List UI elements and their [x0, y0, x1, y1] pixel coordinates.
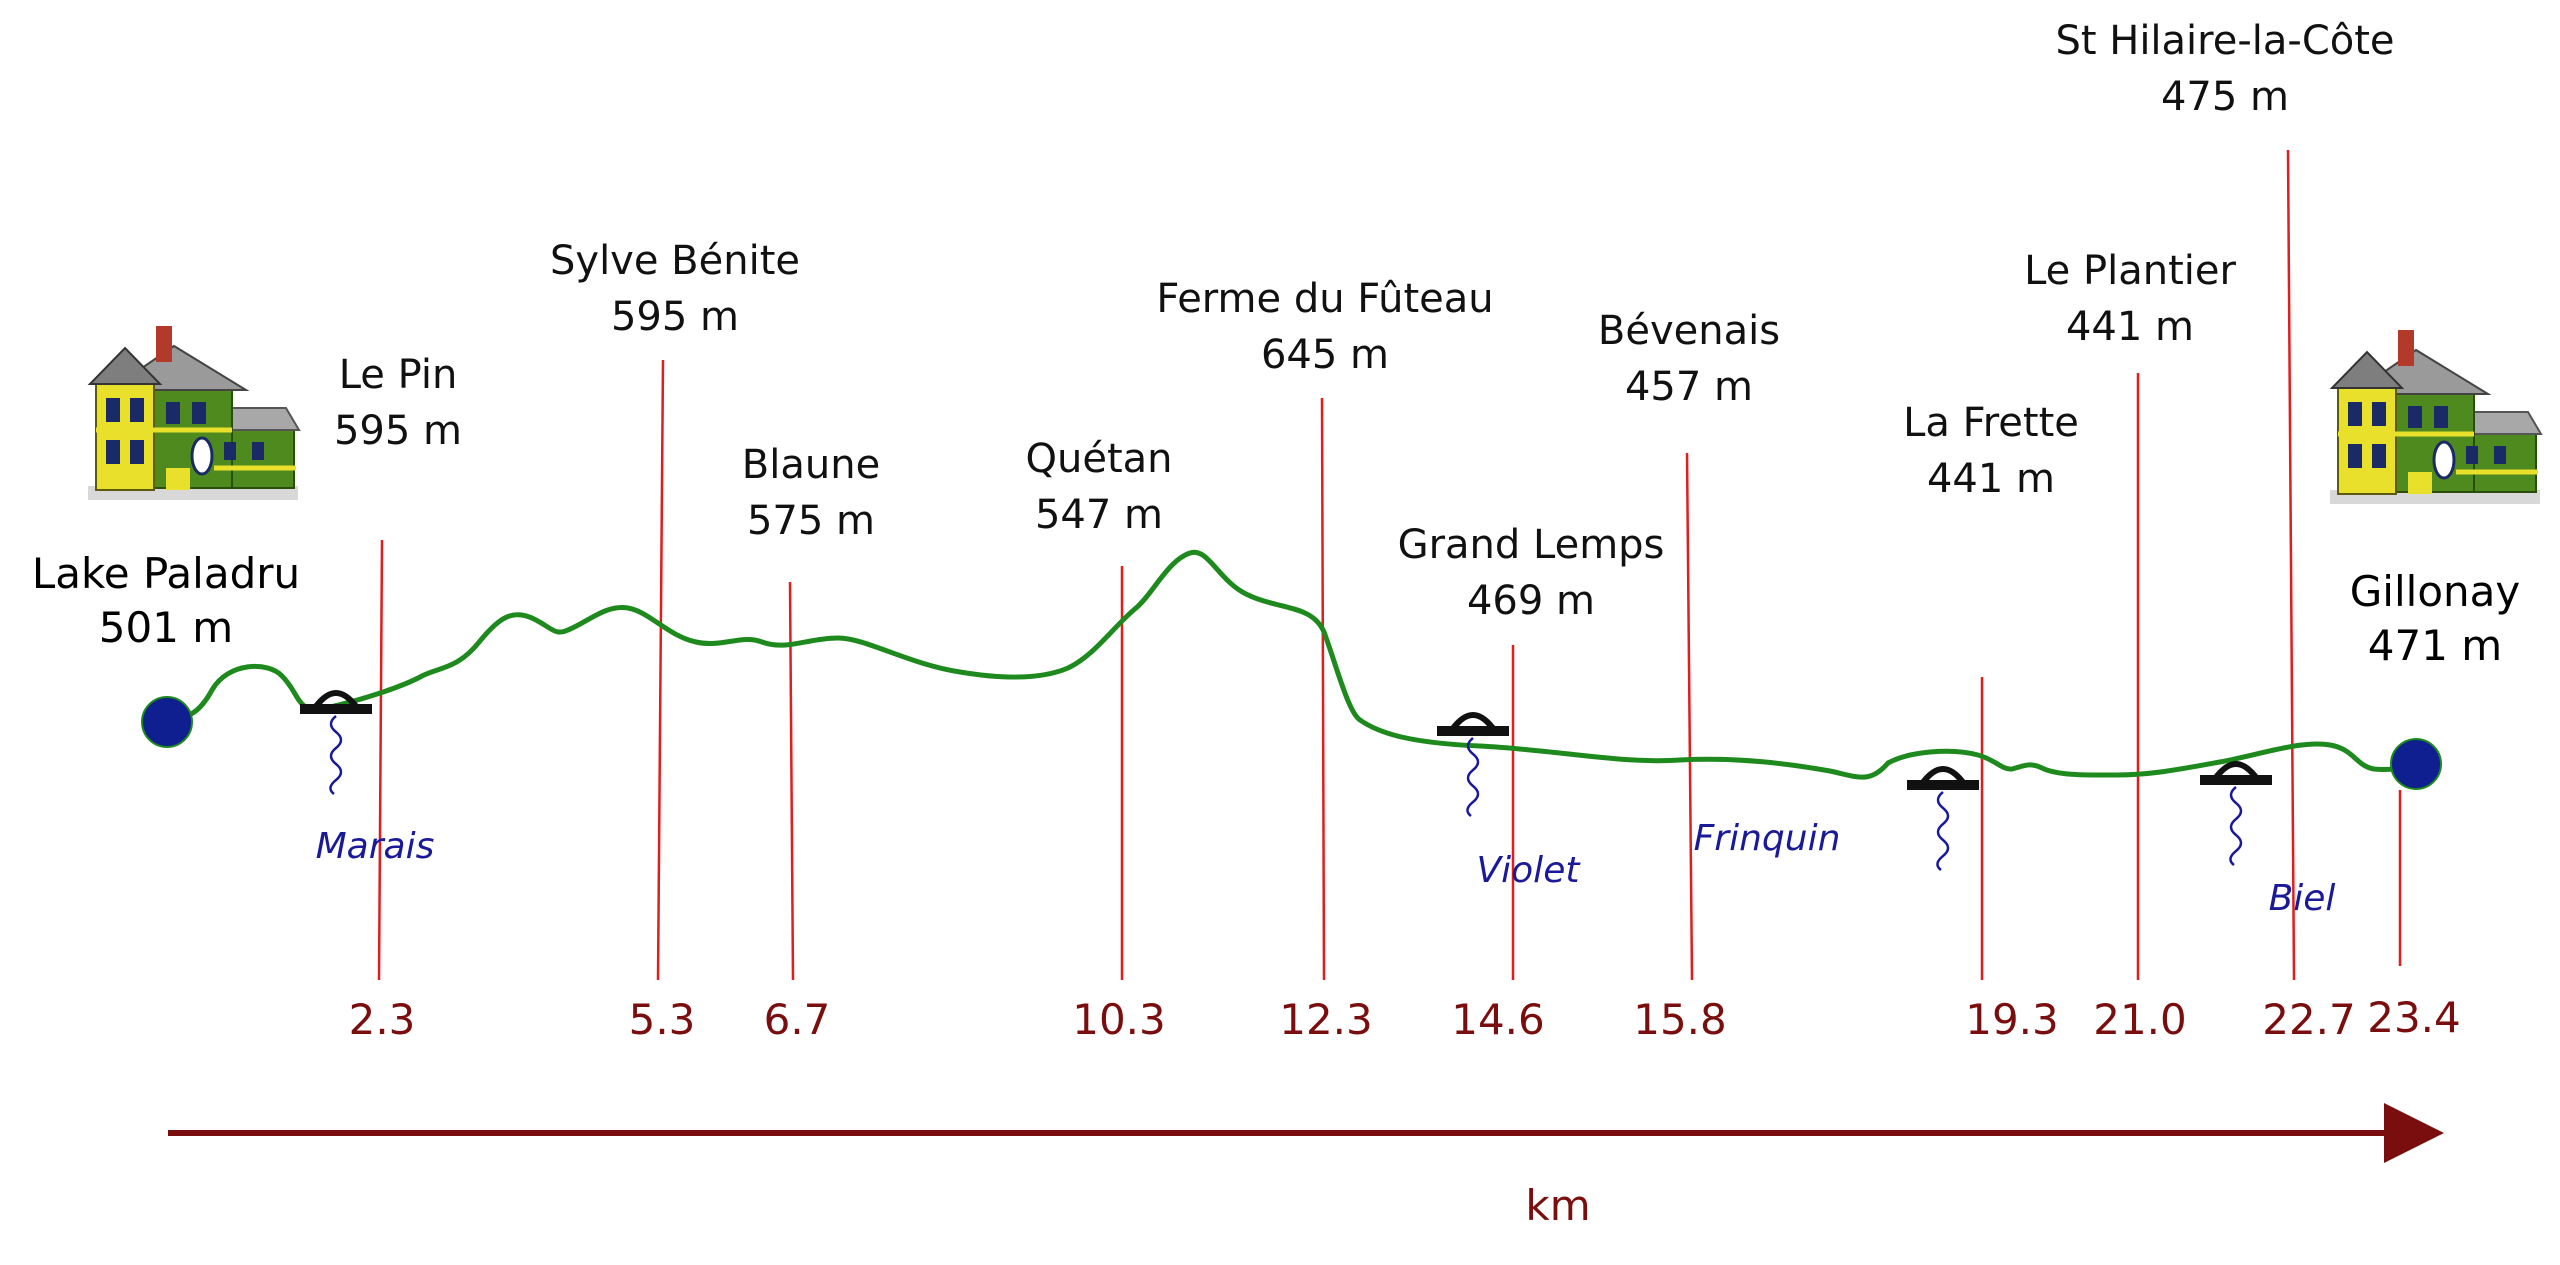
waypoint-name: Blaune	[742, 442, 880, 488]
end-house-icon	[2316, 322, 2556, 522]
waypoint-name: Grand Lemps	[1398, 522, 1665, 568]
waypoint-labels: Le Pin 595 m Sylve Bénite 595 m Blaune 5…	[334, 18, 2395, 624]
waypoint-elevation: 457 m	[1625, 364, 1753, 410]
marker-line-bevenais	[1685, 452, 1694, 981]
waypoint-name: La Frette	[1903, 400, 2079, 446]
stream-icon	[2229, 785, 2243, 867]
bridge-icon	[300, 690, 372, 714]
end-point-marker	[2390, 738, 2442, 790]
marker-line-le-pin	[377, 539, 384, 981]
end-elevation: 471 m	[2368, 621, 2502, 670]
stream-icon	[1936, 790, 1950, 872]
km-tick-label: 12.3	[1279, 995, 1373, 1044]
marker-line-ferme-du-futeau	[1320, 397, 1326, 981]
waypoint-name: Bévenais	[1598, 308, 1780, 354]
marker-lines	[377, 149, 2402, 981]
waypoint-name: St Hilaire-la-Côte	[2055, 18, 2394, 64]
bridge-icon	[1437, 712, 1509, 736]
river-label: Violet	[1477, 850, 1582, 891]
km-tick-labels: 2.3 5.3 6.7 10.3 12.3 14.6 15.8 19.3 21.…	[349, 993, 2461, 1044]
marker-line-blaune	[788, 581, 795, 981]
waypoint-elevation: 475 m	[2161, 74, 2289, 120]
marker-line-st-hilaire	[2286, 149, 2296, 981]
start-house-icon	[74, 318, 314, 518]
stream-icon	[1466, 736, 1480, 818]
waypoint-name: Le Pin	[339, 352, 458, 398]
start-name: Lake Paladru	[32, 549, 300, 598]
waypoint-elevation: 441 m	[2066, 304, 2194, 350]
stream-icon	[329, 714, 343, 796]
elevation-profile-line	[164, 549, 2417, 780]
km-tick-label: 6.7	[764, 995, 831, 1044]
waypoint-name: Ferme du Fûteau	[1156, 276, 1493, 322]
end-name: Gillonay	[2350, 567, 2520, 616]
km-tick-label: 10.3	[1072, 995, 1166, 1044]
km-tick-label: 14.6	[1451, 995, 1545, 1044]
crossings	[300, 690, 2272, 872]
waypoint-elevation: 441 m	[1927, 456, 2055, 502]
river-label: Biel	[2269, 878, 2336, 919]
km-tick-label: 5.3	[629, 995, 696, 1044]
waypoint-elevation: 595 m	[334, 408, 462, 454]
start-point-marker	[141, 696, 193, 748]
km-tick-label: 21.0	[2093, 995, 2187, 1044]
waypoint-elevation: 547 m	[1035, 492, 1163, 538]
km-tick-label: 15.8	[1633, 995, 1727, 1044]
marker-line-sylve-benite	[656, 359, 665, 981]
km-tick-label: 2.3	[349, 995, 416, 1044]
axis-label: km	[1525, 1181, 1590, 1230]
river-label: Marais	[316, 826, 435, 867]
waypoint-elevation: 575 m	[747, 498, 875, 544]
bridge-icon	[1907, 766, 1979, 790]
waypoint-elevation: 595 m	[611, 294, 739, 340]
waypoint-name: Le Plantier	[2024, 248, 2236, 294]
km-tick-label: 23.4	[2367, 993, 2461, 1042]
waypoint-elevation: 469 m	[1467, 578, 1595, 624]
river-label: Frinquin	[1694, 818, 1841, 859]
km-tick-label: 19.3	[1965, 995, 2059, 1044]
start-elevation: 501 m	[99, 603, 233, 652]
waypoint-name: Sylve Bénite	[550, 238, 800, 284]
river-labels: Marais Violet Frinquin Biel	[316, 818, 2336, 919]
km-tick-label: 22.7	[2262, 995, 2356, 1044]
waypoint-elevation: 645 m	[1261, 332, 1389, 378]
waypoint-name: Quétan	[1026, 436, 1173, 482]
